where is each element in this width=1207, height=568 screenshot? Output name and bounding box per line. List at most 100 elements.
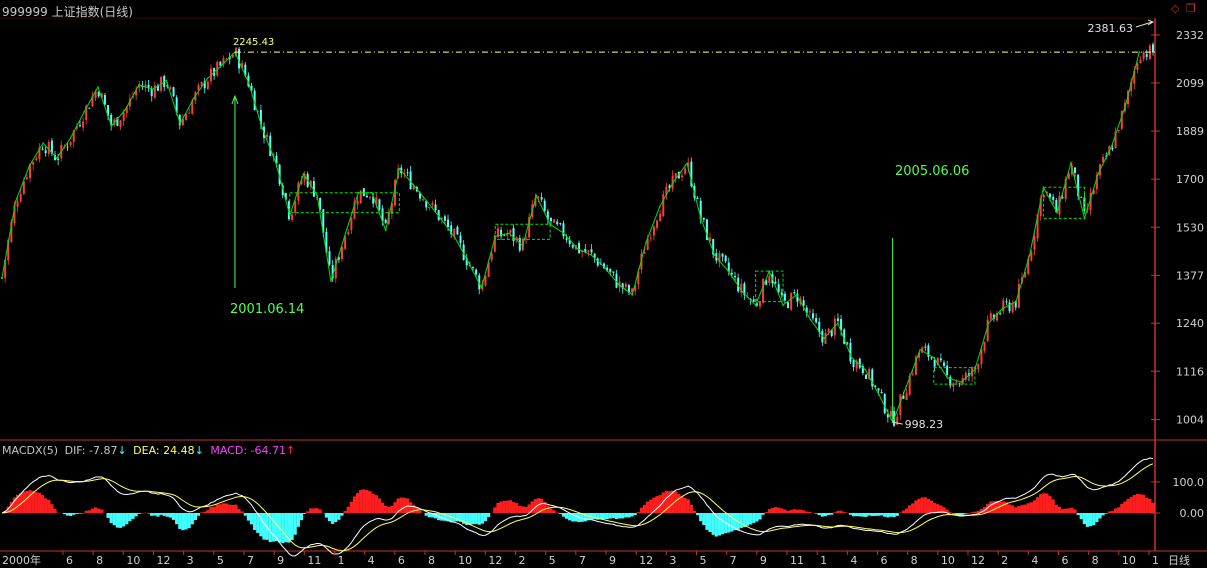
candle-body: [328, 251, 331, 265]
candle-body: [100, 93, 103, 98]
candle-body: [216, 62, 219, 76]
data-point: [261, 127, 264, 130]
candle-body: [939, 358, 942, 361]
data-point: [562, 232, 565, 235]
dea-line: [1, 463, 1154, 552]
candle-body: [185, 114, 188, 121]
candle-body: [259, 110, 262, 125]
candle-body: [434, 204, 437, 211]
candle-body: [665, 186, 668, 195]
candle-body: [490, 253, 493, 261]
candle-body: [674, 173, 677, 178]
candle-body: [29, 164, 32, 179]
dif-arrow-icon: ↓: [117, 444, 127, 457]
y-tick-label: 1530: [1176, 221, 1204, 234]
x-tick-label: 10: [126, 554, 140, 567]
data-point: [316, 194, 318, 197]
candle-body: [659, 213, 662, 222]
candle-body: [818, 321, 821, 333]
candle-body: [768, 276, 771, 284]
candle-body: [493, 235, 496, 252]
candle-body: [649, 237, 652, 239]
data-point: [1015, 300, 1017, 303]
candle-body: [1067, 173, 1070, 180]
restore-icon[interactable]: ❐: [1186, 2, 1196, 15]
annotation-date-right: 2005.06.06: [895, 164, 969, 179]
candle-body: [219, 61, 222, 66]
candle-body: [615, 273, 618, 288]
consolidation-box: [755, 270, 784, 303]
candle-body: [200, 82, 203, 86]
data-point: [343, 235, 346, 238]
candle-body: [690, 161, 693, 187]
candle-body: [1039, 198, 1042, 217]
candle-body: [874, 385, 877, 387]
x-tick-label: 9: [277, 554, 284, 567]
candle-body: [22, 181, 25, 194]
x-tick-label: 6: [1062, 554, 1069, 567]
candle-body: [334, 258, 337, 279]
x-tick-label: 10: [1122, 554, 1136, 567]
candle-body: [503, 234, 506, 236]
data-point: [837, 322, 839, 324]
data-point: [919, 348, 921, 351]
candle-body: [603, 263, 606, 269]
candle-body: [699, 200, 702, 220]
y-tick-label: 1889: [1176, 125, 1204, 138]
x-tick-label: 5: [217, 554, 224, 567]
candle-body: [596, 258, 599, 266]
data-point: [357, 192, 360, 194]
x-tick-label: 12: [639, 554, 653, 567]
data-point: [617, 283, 620, 286]
x-tick-label: 11: [790, 554, 804, 567]
diamond-icon[interactable]: ◇: [1171, 2, 1180, 15]
candle-body: [372, 196, 375, 204]
low-leader-line: [892, 421, 903, 425]
data-point: [809, 318, 812, 321]
candle-body: [1136, 63, 1139, 70]
candle-body: [562, 223, 565, 237]
candle-body: [409, 171, 412, 190]
candle-body: [883, 393, 886, 414]
candle-body: [447, 219, 450, 228]
candle-body: [737, 277, 740, 292]
x-tick-label: 4: [850, 554, 857, 567]
candle-body: [337, 257, 340, 260]
data-point: [1111, 144, 1113, 147]
candle-body: [122, 112, 125, 121]
chart-frame: [0, 17, 1207, 552]
candle-body: [762, 278, 765, 303]
data-point: [700, 217, 702, 220]
candle-body: [908, 375, 911, 395]
candle-body: [188, 112, 191, 114]
candle-body: [116, 117, 119, 126]
candle-body: [880, 392, 883, 394]
candle-body: [128, 98, 131, 107]
candle-body: [1074, 167, 1077, 173]
candle-body: [16, 201, 19, 207]
candle-body: [450, 225, 453, 234]
candle-body: [921, 347, 924, 353]
data-point: [384, 229, 387, 232]
candle-body: [325, 231, 328, 253]
candle-body: [1030, 251, 1033, 261]
data-point: [1028, 254, 1031, 256]
candle-body: [66, 146, 69, 148]
candle-body: [868, 369, 871, 379]
candle-body: [730, 272, 733, 275]
candle-body: [322, 209, 325, 233]
candle-body: [462, 244, 465, 260]
candle-body: [515, 237, 518, 239]
candle-body: [13, 204, 16, 224]
data-point: [754, 304, 757, 306]
candle-body: [780, 292, 783, 295]
candle-body: [571, 245, 574, 248]
candle-body: [110, 114, 113, 126]
data-point: [604, 266, 606, 269]
data-point: [850, 356, 853, 359]
candle-body: [94, 91, 97, 99]
candle-body: [1033, 236, 1036, 250]
candle-body: [244, 64, 247, 76]
candle-body: [734, 276, 737, 278]
